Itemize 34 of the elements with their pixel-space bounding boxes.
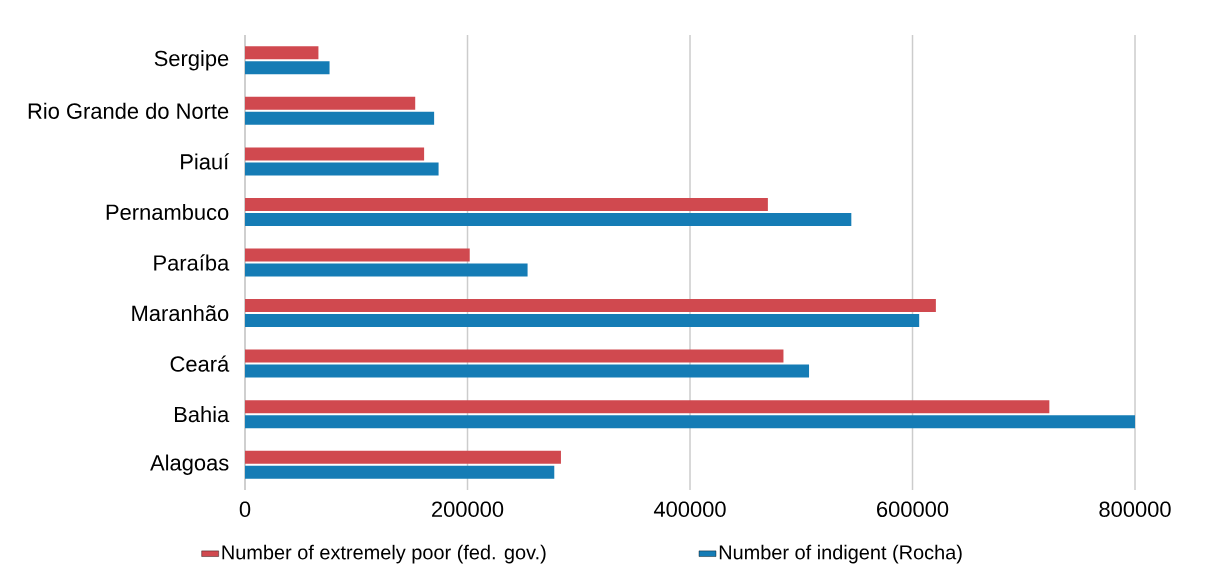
bar	[245, 364, 810, 378]
y-tick-label: Rio Grande do Norte	[28, 102, 229, 119]
y-tick-label: Pernambuco	[106, 203, 229, 220]
bar	[245, 415, 1136, 429]
legend-label: Number of indigent (Rocha)	[719, 544, 962, 564]
bar	[245, 61, 330, 75]
x-tick-label: 0	[239, 501, 251, 518]
bar	[245, 299, 936, 313]
x-tick-label: 600000	[877, 501, 949, 518]
bar	[245, 465, 555, 479]
bar	[245, 263, 528, 277]
bar	[245, 248, 470, 262]
bar	[245, 96, 416, 110]
y-tick-label: Sergipe	[154, 50, 229, 71]
bar	[245, 314, 920, 328]
bar	[245, 162, 439, 176]
bar	[245, 197, 768, 211]
x-tick-label: 200000	[432, 501, 504, 518]
x-tick-label: 400000	[653, 501, 726, 518]
bar	[245, 450, 561, 464]
legend-label: Number of extremely poor (fed. gov.)	[222, 544, 546, 564]
bar	[245, 212, 852, 226]
bar	[245, 400, 1050, 414]
x-tick-label: 800000	[1099, 501, 1171, 518]
y-tick-label: Bahia	[174, 406, 230, 423]
y-tick-label: Paraíba	[154, 254, 230, 271]
y-tick-label: Ceará	[170, 355, 230, 372]
bar	[245, 147, 425, 161]
bar	[245, 349, 784, 363]
bar	[245, 111, 435, 125]
y-tick-label: Alagoas	[150, 454, 229, 475]
y-tick-label: Piauí	[181, 153, 230, 170]
bar	[245, 46, 319, 60]
y-tick-label: Maranhão	[132, 305, 229, 322]
